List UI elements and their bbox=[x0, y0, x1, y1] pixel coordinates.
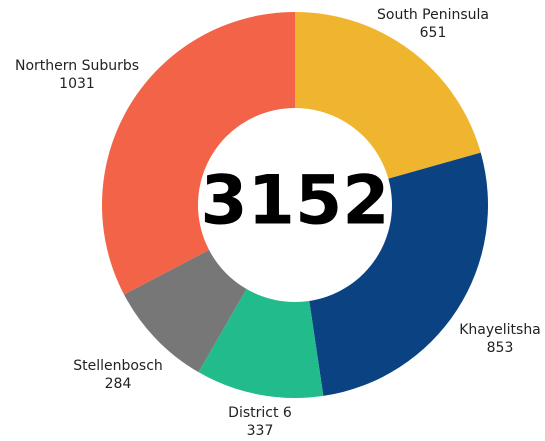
slice-value: 284 bbox=[105, 376, 132, 392]
slice-value: 651 bbox=[420, 25, 447, 41]
slice-value: 337 bbox=[247, 423, 274, 439]
slice-label: District 6 bbox=[228, 405, 292, 421]
slice-value: 853 bbox=[487, 340, 514, 356]
slice-label: Khayelitsha bbox=[459, 322, 541, 338]
slice-label: Northern Suburbs bbox=[15, 58, 139, 74]
donut-hole bbox=[198, 108, 392, 302]
center-total: 3152 bbox=[200, 162, 389, 241]
slice-value: 1031 bbox=[59, 76, 95, 92]
slice-label: South Peninsula bbox=[377, 7, 489, 23]
slice-label: Stellenbosch bbox=[73, 358, 163, 374]
